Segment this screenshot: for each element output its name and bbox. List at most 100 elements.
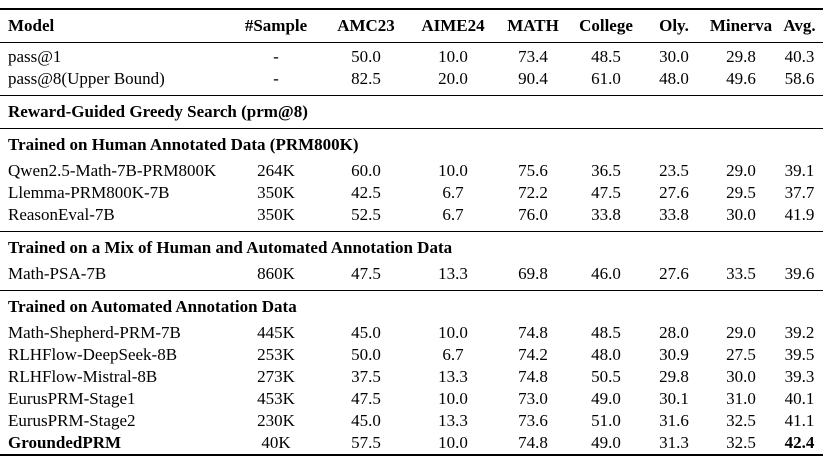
table-row-math-psa-7b: Math-PSA-7B 860K 47.5 13.3 69.8 46.0 27.6 33.5 3… bbox=[0, 263, 823, 291]
table-row-reasoneval-7b: ReasonEval-7B 350K 52.5 6.7 76.0 33.8 33.8 30.0… bbox=[0, 204, 823, 232]
model-cell: Llemma-PRM800K-7B bbox=[8, 183, 170, 202]
value-cell-oly: 31.6 bbox=[659, 411, 689, 430]
value-cell-aime24: 13.3 bbox=[438, 367, 468, 386]
section-title: Trained on Automated Annotation Data bbox=[8, 297, 297, 316]
value-cell-aime24: 6.7 bbox=[442, 205, 464, 224]
value-cell-college: 46.0 bbox=[591, 264, 621, 283]
value-cell-college: 51.0 bbox=[591, 411, 621, 430]
value-cell-oly: 30.9 bbox=[659, 345, 689, 364]
value-cell-college: 36.5 bbox=[591, 161, 621, 180]
column-header-aime24: AIME24 bbox=[421, 16, 485, 35]
value-cell-amc23: 42.5 bbox=[351, 183, 381, 202]
value-cell-amc23: 82.5 bbox=[351, 69, 381, 88]
value-cell-minerva: 33.5 bbox=[726, 264, 756, 283]
value-cell-math: 90.4 bbox=[518, 69, 548, 88]
value-cell-college: 61.0 bbox=[591, 69, 621, 88]
value-cell-avg: 41.9 bbox=[784, 205, 815, 224]
value-cell-oly: 30.1 bbox=[659, 389, 689, 408]
value-cell-sample: 860K bbox=[257, 264, 295, 283]
value-cell-college: 48.0 bbox=[591, 345, 621, 364]
value-cell-oly: 28.0 bbox=[659, 323, 689, 342]
value-cell-oly: 31.3 bbox=[659, 433, 689, 452]
value-cell-amc23: 50.0 bbox=[351, 47, 381, 66]
value-cell-sample: - bbox=[273, 47, 279, 66]
column-header-minerva: Minerva bbox=[709, 16, 773, 35]
value-cell-minerva: 29.0 bbox=[726, 323, 756, 342]
value-cell-math: 73.0 bbox=[518, 389, 548, 408]
value-cell-amc23: 57.5 bbox=[351, 433, 381, 452]
value-cell-avg: 40.1 bbox=[784, 389, 815, 408]
value-cell-math: 72.2 bbox=[518, 183, 548, 202]
value-cell-oly: 27.6 bbox=[659, 183, 689, 202]
table-row-rlhflow-deepseek-8b: RLHFlow-DeepSeek-8B 253K 50.0 6.7 74.2 48.0 30… bbox=[0, 344, 823, 366]
value-cell-college: 49.0 bbox=[591, 433, 621, 452]
model-cell: EurusPRM-Stage2 bbox=[8, 411, 136, 430]
value-cell-avg: 39.6 bbox=[784, 264, 815, 283]
value-cell-avg: 39.2 bbox=[784, 323, 815, 342]
value-cell-oly: 29.8 bbox=[659, 367, 689, 386]
section-header-row: Trained on a Mix of Human and Automated … bbox=[0, 232, 823, 264]
value-cell-sample: 230K bbox=[257, 411, 295, 430]
value-cell-amc23: 45.0 bbox=[351, 323, 381, 342]
model-cell: Qwen2.5-Math-7B-PRM800K bbox=[8, 161, 217, 180]
value-cell-amc23: 47.5 bbox=[351, 264, 381, 283]
value-cell-college: 49.0 bbox=[591, 389, 621, 408]
value-cell-college: 48.5 bbox=[591, 47, 621, 66]
value-cell-minerva: 31.0 bbox=[726, 389, 756, 408]
value-cell-amc23: 45.0 bbox=[351, 411, 381, 430]
value-cell-aime24: 10.0 bbox=[438, 433, 468, 452]
value-cell-avg: 40.3 bbox=[784, 47, 815, 66]
table-row-llemma-prm800k-7b: Llemma-PRM800K-7B 350K 42.5 6.7 72.2 47.5 27.6… bbox=[0, 182, 823, 204]
value-cell-sample: - bbox=[273, 69, 279, 88]
table-row-math-shepherd-prm-7b: Math-Shepherd-PRM-7B 445K 45.0 10.0 74.8 48.5… bbox=[0, 322, 823, 344]
value-cell-aime24: 10.0 bbox=[438, 323, 468, 342]
column-header-avg: Avg. bbox=[783, 16, 816, 35]
value-cell-aime24: 13.3 bbox=[438, 264, 468, 283]
model-cell: pass@8(Upper Bound) bbox=[8, 69, 165, 88]
value-cell-math: 74.8 bbox=[518, 433, 548, 452]
value-cell-amc23: 37.5 bbox=[351, 367, 381, 386]
section-header-row: Trained on Human Annotated Data (PRM800K… bbox=[0, 129, 823, 161]
value-cell-minerva: 30.0 bbox=[726, 205, 756, 224]
model-cell: pass@1 bbox=[8, 47, 62, 66]
value-cell-math: 74.2 bbox=[518, 345, 548, 364]
model-cell: EurusPRM-Stage1 bbox=[8, 389, 136, 408]
value-cell-aime24: 10.0 bbox=[438, 161, 468, 180]
section-header-row: Reward-Guided Greedy Search (prm@8) bbox=[0, 96, 823, 129]
value-cell-college: 48.5 bbox=[591, 323, 621, 342]
column-header-college: College bbox=[579, 16, 633, 35]
value-cell-amc23: 50.0 bbox=[351, 345, 381, 364]
value-cell-minerva: 27.5 bbox=[726, 345, 756, 364]
model-cell: Math-PSA-7B bbox=[8, 264, 107, 283]
model-cell: RLHFlow-DeepSeek-8B bbox=[8, 345, 178, 364]
value-cell-avg: 39.1 bbox=[784, 161, 815, 180]
value-cell-college: 47.5 bbox=[591, 183, 621, 202]
value-cell-math: 74.8 bbox=[518, 367, 548, 386]
table-body: pass@1-50.0 10.0 73.4 48.5 30.0 29.8 40.3 pass@… bbox=[0, 43, 823, 456]
value-cell-minerva: 29.0 bbox=[726, 161, 756, 180]
value-cell-minerva: 32.5 bbox=[726, 433, 756, 452]
value-cell-sample: 253K bbox=[257, 345, 295, 364]
section-title: Trained on a Mix of Human and Automated … bbox=[8, 238, 453, 257]
value-cell-math: 75.6 bbox=[518, 161, 548, 180]
value-cell-avg: 39.3 bbox=[784, 367, 815, 386]
value-cell-aime24: 6.7 bbox=[442, 345, 464, 364]
table-row-rlhflow-mistral-8b: RLHFlow-Mistral-8B 273K 37.5 13.3 74.8 50.5 29… bbox=[0, 366, 823, 388]
value-cell-minerva: 29.8 bbox=[726, 47, 756, 66]
header-row: Model #Sample AMC23 AIME24 MATH College Oly. Mi… bbox=[0, 9, 823, 43]
value-cell-minerva: 29.5 bbox=[726, 183, 756, 202]
value-cell-amc23: 47.5 bbox=[351, 389, 381, 408]
value-cell-sample: 264K bbox=[257, 161, 295, 180]
value-cell-oly: 23.5 bbox=[659, 161, 689, 180]
table-row-groundedprm: GroundedPRM 40K 57.5 10.0 74.8 49.0 31.3 32.5 42… bbox=[0, 432, 823, 455]
value-cell-avg: 58.6 bbox=[784, 69, 815, 88]
value-cell-avg: 37.7 bbox=[784, 183, 815, 202]
section-header-row: Trained on Automated Annotation Data bbox=[0, 291, 823, 323]
value-cell-amc23: 52.5 bbox=[351, 205, 381, 224]
model-cell: RLHFlow-Mistral-8B bbox=[8, 367, 158, 386]
value-cell-college: 33.8 bbox=[591, 205, 621, 224]
value-cell-math: 73.6 bbox=[518, 411, 548, 430]
results-table: Model #Sample AMC23 AIME24 MATH College Oly. Mi… bbox=[0, 8, 823, 456]
value-cell-math: 74.8 bbox=[518, 323, 548, 342]
table-row-pass-8-upper-bound: pass@8(Upper Bound) - 82.5 20.0 90.4 61.0 48.0… bbox=[0, 68, 823, 96]
